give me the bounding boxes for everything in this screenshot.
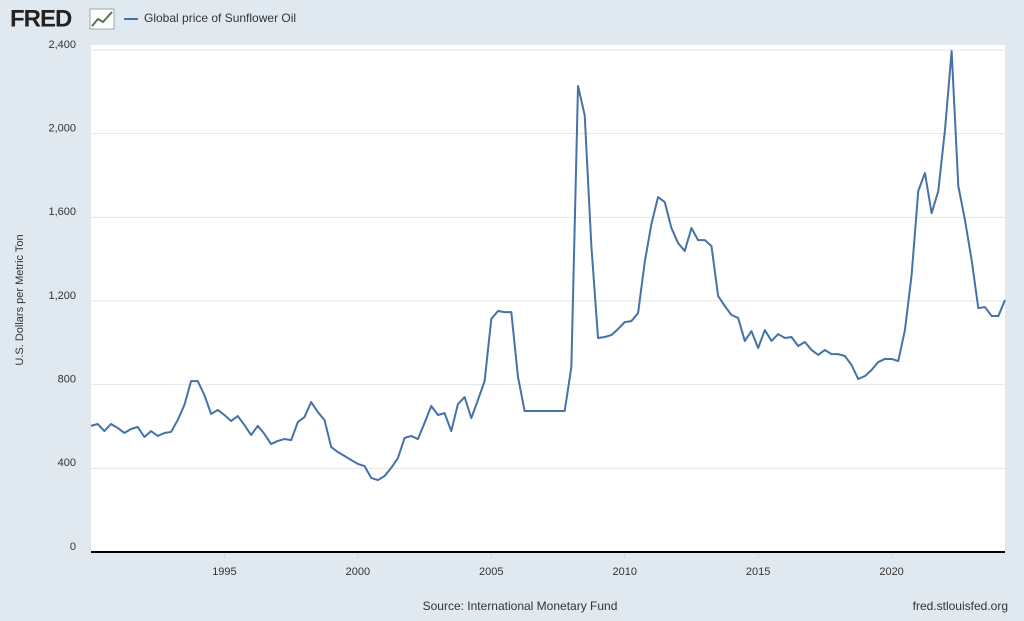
x-tick-label: 1995 — [212, 566, 236, 578]
y-tick-label: 0 — [70, 541, 76, 553]
x-tick-label: 2015 — [746, 566, 770, 578]
plot-area — [91, 45, 1005, 552]
x-tick-label: 2000 — [346, 566, 370, 578]
logo: FRED — [10, 5, 72, 32]
y-axis-title: U.S. Dollars per Metric Ton — [14, 234, 26, 365]
y-tick-label: 1,600 — [48, 206, 76, 218]
legend-label: Global price of Sunflower Oil — [144, 11, 296, 25]
series-line — [90, 50, 1006, 482]
y-tick-label: 2,000 — [48, 123, 76, 135]
site: fred.stlouisfed.org — [913, 599, 1008, 613]
y-tick-label: 800 — [58, 374, 76, 386]
y-tick-label: 2,400 — [48, 39, 76, 51]
y-tick-label: 400 — [58, 457, 76, 469]
x-tick-label: 2010 — [612, 566, 636, 578]
x-tick-label: 2005 — [479, 566, 503, 578]
source: Source: International Monetary Fund — [423, 599, 618, 613]
x-tick-label: 2020 — [879, 566, 903, 578]
y-tick-label: 1,200 — [48, 290, 76, 302]
logo-icon — [89, 8, 115, 30]
